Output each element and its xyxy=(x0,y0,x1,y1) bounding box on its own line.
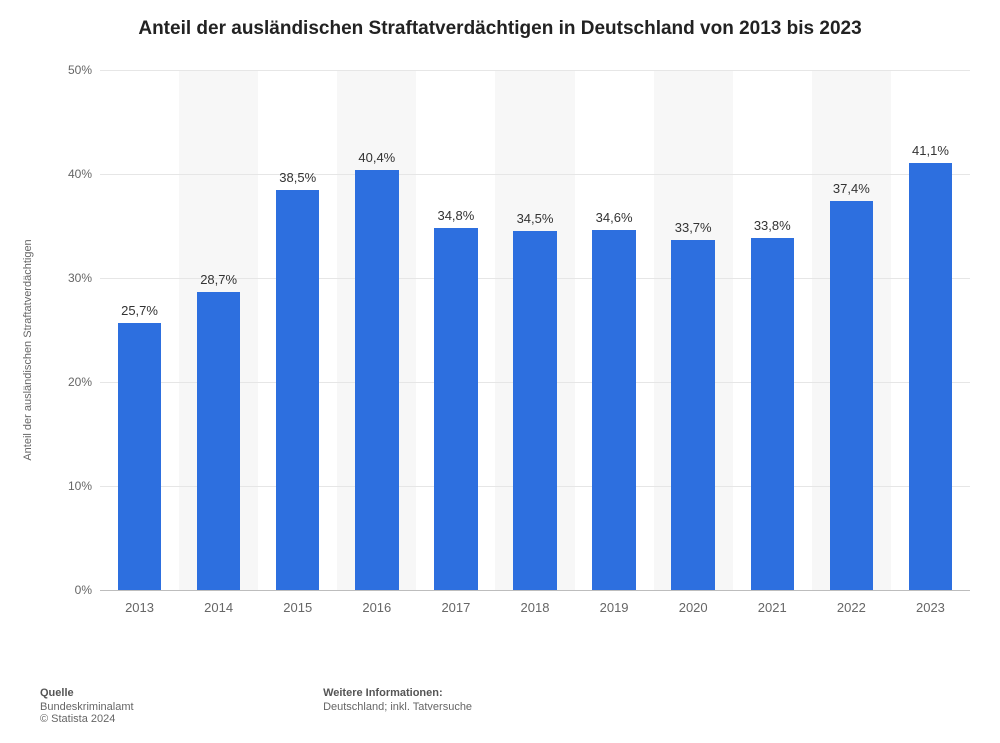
y-tick-label: 30% xyxy=(68,271,100,285)
chart-container: Anteil der ausländischen Straftatverdäch… xyxy=(40,60,980,640)
y-tick-label: 20% xyxy=(68,375,100,389)
x-tick-label: 2020 xyxy=(679,590,708,615)
bar: 33,7% xyxy=(671,240,715,590)
x-tick-label: 2023 xyxy=(916,590,945,615)
bar: 34,8% xyxy=(434,228,478,590)
bar-value-label: 37,4% xyxy=(830,181,874,196)
source-line: Bundeskriminalamt xyxy=(40,701,320,713)
bar: 34,6% xyxy=(592,230,636,590)
bar: 38,5% xyxy=(276,190,320,590)
bar-value-label: 34,8% xyxy=(434,208,478,223)
plot-area: 0%10%20%30%40%50%25,7%201328,7%201438,5%… xyxy=(100,70,970,590)
bar-value-label: 33,7% xyxy=(671,220,715,235)
chart-title: Anteil der ausländischen Straftatverdäch… xyxy=(0,0,1000,40)
y-tick-label: 40% xyxy=(68,167,100,181)
info-heading: Weitere Informationen: xyxy=(323,687,472,699)
bar: 28,7% xyxy=(197,292,241,590)
y-tick-label: 10% xyxy=(68,479,100,493)
x-tick-label: 2019 xyxy=(600,590,629,615)
bar: 25,7% xyxy=(118,323,162,590)
grid-line xyxy=(100,174,970,175)
x-tick-label: 2013 xyxy=(125,590,154,615)
bar: 41,1% xyxy=(909,163,953,590)
x-tick-label: 2018 xyxy=(521,590,550,615)
bar-value-label: 34,6% xyxy=(592,210,636,225)
bar-value-label: 33,8% xyxy=(751,218,795,233)
bar-value-label: 41,1% xyxy=(909,143,953,158)
bar-value-label: 38,5% xyxy=(276,170,320,185)
copyright-line: © Statista 2024 xyxy=(40,713,320,725)
footer-info: Weitere Informationen: Deutschland; inkl… xyxy=(323,687,472,713)
source-heading: Quelle xyxy=(40,687,320,699)
x-tick-label: 2015 xyxy=(283,590,312,615)
x-tick-label: 2014 xyxy=(204,590,233,615)
bar-value-label: 34,5% xyxy=(513,211,557,226)
bar: 33,8% xyxy=(751,238,795,590)
x-tick-label: 2021 xyxy=(758,590,787,615)
x-tick-label: 2017 xyxy=(441,590,470,615)
y-tick-label: 50% xyxy=(68,63,100,77)
bar-value-label: 25,7% xyxy=(118,303,162,318)
x-tick-label: 2016 xyxy=(362,590,391,615)
bar: 34,5% xyxy=(513,231,557,590)
footer-source: Quelle Bundeskriminalamt © Statista 2024 xyxy=(40,687,320,725)
bar-value-label: 40,4% xyxy=(355,150,399,165)
y-tick-label: 0% xyxy=(75,583,100,597)
bar: 37,4% xyxy=(830,201,874,590)
grid-line xyxy=(100,70,970,71)
bar: 40,4% xyxy=(355,170,399,590)
info-line: Deutschland; inkl. Tatversuche xyxy=(323,701,472,713)
chart-footer: Quelle Bundeskriminalamt © Statista 2024… xyxy=(40,687,960,725)
y-axis-label: Anteil der ausländischen Straftatverdäch… xyxy=(22,239,34,460)
x-tick-label: 2022 xyxy=(837,590,866,615)
bar-value-label: 28,7% xyxy=(197,272,241,287)
